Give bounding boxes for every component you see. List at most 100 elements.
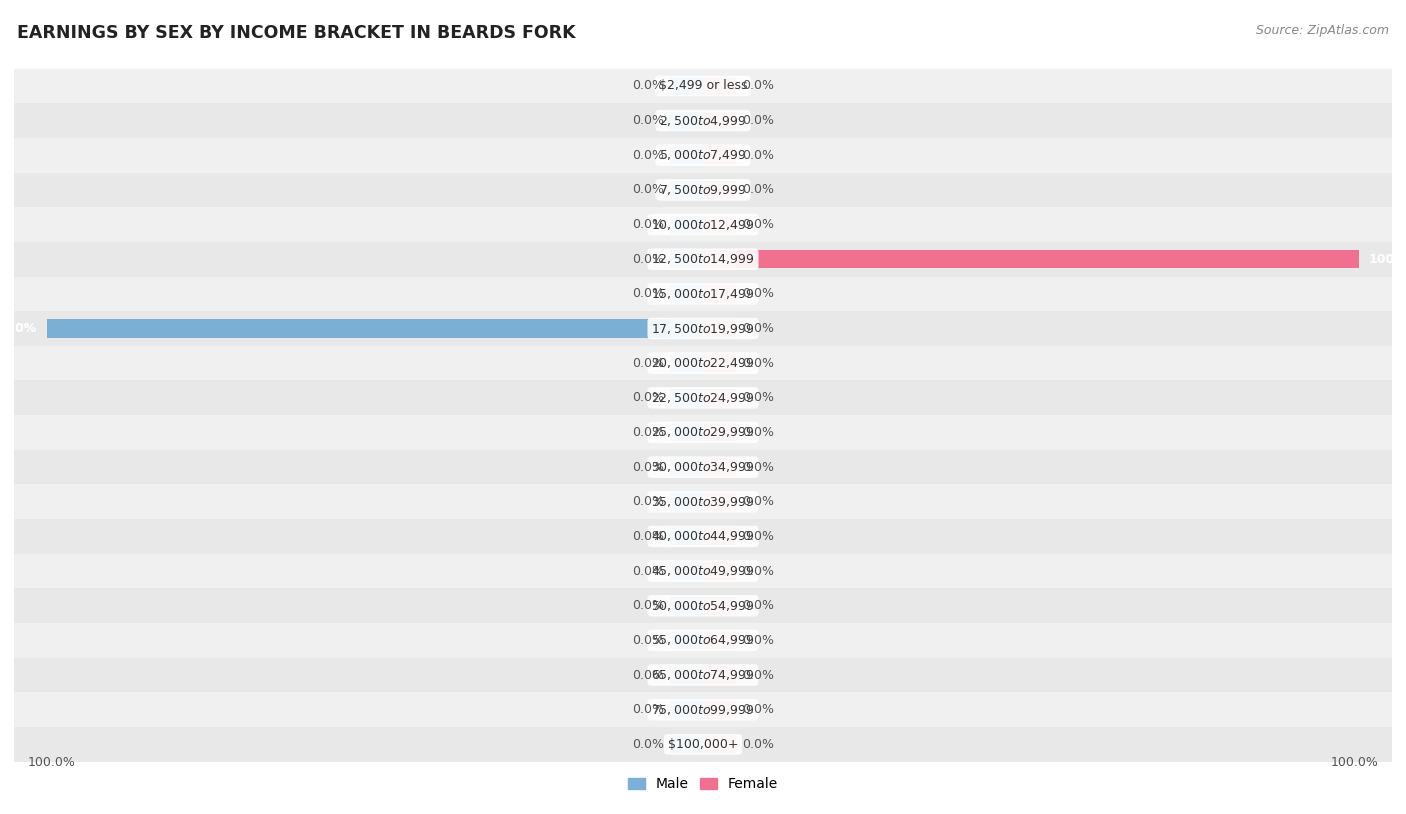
Text: 0.0%: 0.0% <box>742 218 775 231</box>
Text: 0.0%: 0.0% <box>631 599 664 612</box>
Bar <box>703 216 735 234</box>
Text: $25,000 to $29,999: $25,000 to $29,999 <box>651 426 755 440</box>
Text: 0.0%: 0.0% <box>742 426 775 439</box>
Bar <box>703 492 735 511</box>
Text: 0.0%: 0.0% <box>742 80 775 93</box>
Text: 0.0%: 0.0% <box>742 114 775 127</box>
Bar <box>703 527 735 545</box>
Text: Source: ZipAtlas.com: Source: ZipAtlas.com <box>1256 24 1389 37</box>
Text: 0.0%: 0.0% <box>631 530 664 543</box>
Text: 0.0%: 0.0% <box>631 183 664 196</box>
Text: $30,000 to $34,999: $30,000 to $34,999 <box>651 460 755 474</box>
Text: EARNINGS BY SEX BY INCOME BRACKET IN BEARDS FORK: EARNINGS BY SEX BY INCOME BRACKET IN BEA… <box>17 24 575 42</box>
Bar <box>14 589 1392 623</box>
Bar <box>14 173 1392 208</box>
Text: 0.0%: 0.0% <box>742 357 775 370</box>
Bar <box>703 458 735 476</box>
Text: $35,000 to $39,999: $35,000 to $39,999 <box>651 495 755 509</box>
Bar <box>14 658 1392 693</box>
Bar <box>671 735 703 754</box>
Bar <box>14 138 1392 173</box>
Bar <box>703 632 735 650</box>
Bar <box>703 701 735 719</box>
Bar <box>671 458 703 476</box>
Bar <box>671 112 703 129</box>
Bar <box>671 666 703 684</box>
Text: 0.0%: 0.0% <box>742 287 775 300</box>
Bar <box>703 147 735 164</box>
Text: 0.0%: 0.0% <box>631 252 664 265</box>
Text: 0.0%: 0.0% <box>631 737 664 751</box>
Text: 0.0%: 0.0% <box>631 634 664 647</box>
Text: $17,500 to $19,999: $17,500 to $19,999 <box>651 322 755 335</box>
Text: 0.0%: 0.0% <box>631 114 664 127</box>
Text: 0.0%: 0.0% <box>742 461 775 474</box>
Bar <box>703 250 735 268</box>
Text: 0.0%: 0.0% <box>742 599 775 612</box>
Text: 0.0%: 0.0% <box>631 218 664 231</box>
Bar <box>671 527 703 545</box>
Bar <box>703 77 735 95</box>
Bar <box>703 354 735 372</box>
Bar <box>14 68 1392 103</box>
Bar <box>703 112 735 129</box>
Text: $7,500 to $9,999: $7,500 to $9,999 <box>659 183 747 197</box>
Text: $12,500 to $14,999: $12,500 to $14,999 <box>651 252 755 266</box>
Bar <box>671 285 703 303</box>
Text: 0.0%: 0.0% <box>631 495 664 508</box>
Text: 0.0%: 0.0% <box>742 183 775 196</box>
Bar <box>703 597 735 615</box>
Bar <box>671 423 703 441</box>
Text: 0.0%: 0.0% <box>631 565 664 578</box>
Bar <box>14 693 1392 727</box>
Bar <box>671 597 703 615</box>
Bar <box>14 415 1392 450</box>
Text: 0.0%: 0.0% <box>742 392 775 405</box>
Bar <box>14 311 1392 346</box>
Bar <box>703 250 1360 268</box>
Text: 0.0%: 0.0% <box>631 149 664 162</box>
Text: 0.0%: 0.0% <box>742 530 775 543</box>
Text: 0.0%: 0.0% <box>742 565 775 578</box>
Text: 0.0%: 0.0% <box>742 322 775 335</box>
Bar <box>703 666 735 684</box>
Text: $100,000+: $100,000+ <box>668 737 738 751</box>
Text: $75,000 to $99,999: $75,000 to $99,999 <box>651 702 755 716</box>
Bar <box>703 285 735 303</box>
Text: $22,500 to $24,999: $22,500 to $24,999 <box>651 391 755 405</box>
Text: 0.0%: 0.0% <box>742 149 775 162</box>
Text: 0.0%: 0.0% <box>742 668 775 681</box>
Text: 100.0%: 100.0% <box>0 322 37 335</box>
Bar <box>14 450 1392 484</box>
Bar <box>703 319 735 338</box>
Bar <box>14 519 1392 554</box>
Text: $55,000 to $64,999: $55,000 to $64,999 <box>651 633 755 647</box>
Text: 100.0%: 100.0% <box>1331 756 1379 769</box>
Bar <box>671 701 703 719</box>
Bar <box>46 319 703 338</box>
Text: 0.0%: 0.0% <box>631 461 664 474</box>
Bar <box>703 423 735 441</box>
Text: $50,000 to $54,999: $50,000 to $54,999 <box>651 599 755 613</box>
Bar <box>14 208 1392 242</box>
Bar <box>14 346 1392 380</box>
Bar <box>671 562 703 580</box>
Text: 100.0%: 100.0% <box>1369 252 1406 265</box>
Bar <box>671 389 703 407</box>
Bar <box>671 77 703 95</box>
Text: 100.0%: 100.0% <box>27 756 75 769</box>
Bar <box>14 554 1392 589</box>
Bar <box>14 484 1392 519</box>
Text: $2,499 or less: $2,499 or less <box>659 80 747 93</box>
Text: 0.0%: 0.0% <box>631 668 664 681</box>
Bar <box>671 319 703 338</box>
Text: 0.0%: 0.0% <box>631 392 664 405</box>
Text: 0.0%: 0.0% <box>742 495 775 508</box>
Bar <box>671 354 703 372</box>
Text: $65,000 to $74,999: $65,000 to $74,999 <box>651 668 755 682</box>
Text: 0.0%: 0.0% <box>631 80 664 93</box>
Bar <box>671 632 703 650</box>
Bar <box>14 277 1392 311</box>
Bar <box>671 181 703 199</box>
Bar <box>14 242 1392 277</box>
